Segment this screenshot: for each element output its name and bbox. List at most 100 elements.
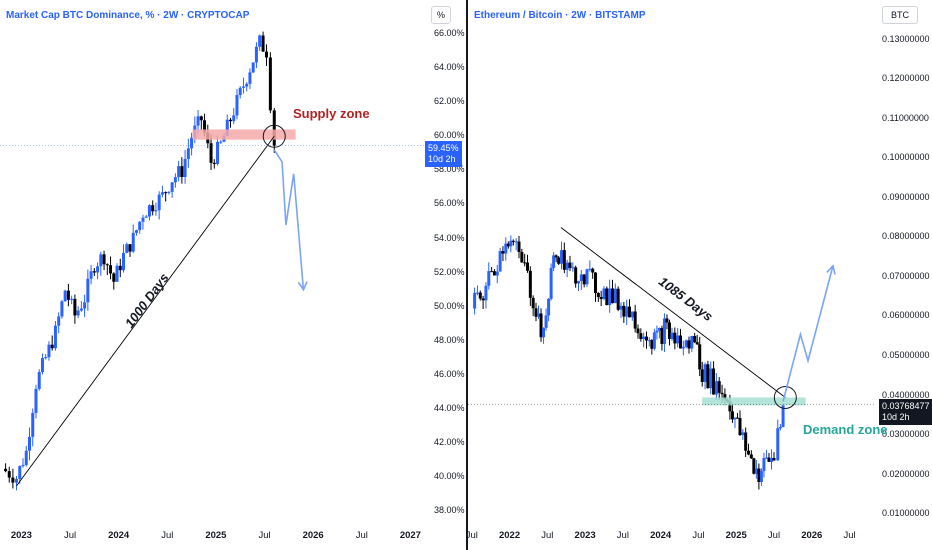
candle-body bbox=[605, 288, 609, 306]
candle-body bbox=[501, 251, 505, 254]
candle-body bbox=[613, 288, 617, 304]
candle-body bbox=[144, 216, 148, 218]
candles bbox=[473, 235, 785, 490]
y-tick-label: 40.00% bbox=[434, 471, 465, 482]
candle-body bbox=[478, 292, 482, 299]
candle-body bbox=[523, 262, 527, 264]
candle-body bbox=[504, 243, 508, 254]
candle-body bbox=[528, 270, 532, 298]
eth-btc-chart[interactable]: 1085 Days bbox=[468, 0, 932, 550]
candles bbox=[4, 31, 276, 491]
candle-body bbox=[670, 332, 674, 339]
candle-body bbox=[650, 340, 654, 349]
candle-body bbox=[118, 265, 122, 271]
candle-body bbox=[216, 141, 220, 164]
candle-body bbox=[547, 298, 551, 316]
y-tick-label: 58.00% bbox=[434, 164, 465, 175]
candle-body bbox=[772, 457, 776, 461]
candle-body bbox=[542, 327, 546, 338]
y-tick-label: 62.00% bbox=[434, 96, 465, 107]
candle-body bbox=[657, 327, 661, 331]
candle-body bbox=[261, 35, 265, 52]
candle-body bbox=[186, 148, 190, 160]
candle-body bbox=[128, 244, 132, 252]
right-price-tag: 0.03768477 10d 2h bbox=[879, 399, 932, 425]
candle-body bbox=[709, 368, 713, 389]
candle-body bbox=[625, 306, 629, 317]
y-tick-label: 52.00% bbox=[434, 266, 465, 277]
candle-body bbox=[484, 285, 488, 301]
btc-dominance-chart[interactable]: 1000 Days bbox=[0, 0, 466, 550]
right-unit-label[interactable]: BTC bbox=[882, 6, 918, 24]
candle-body bbox=[655, 330, 659, 333]
candle-body bbox=[7, 471, 11, 478]
candle-body bbox=[681, 346, 685, 349]
y-tick-label: 0.06000000 bbox=[882, 310, 930, 321]
candle-body bbox=[199, 116, 203, 121]
candle-body bbox=[37, 372, 41, 389]
candle-body bbox=[706, 364, 710, 389]
candle-body bbox=[79, 308, 83, 311]
panel-divider[interactable] bbox=[466, 0, 468, 550]
y-tick-label: 56.00% bbox=[434, 198, 465, 209]
candle-body bbox=[99, 254, 103, 267]
candle-body bbox=[628, 306, 631, 318]
candle-body bbox=[164, 192, 168, 194]
x-tick-label: Jul bbox=[616, 530, 629, 541]
candle-body bbox=[693, 335, 697, 343]
left-price-tag: 59.45% 10d 2h bbox=[425, 141, 462, 167]
y-tick-label: 0.13000000 bbox=[882, 33, 930, 44]
candle-body bbox=[264, 51, 268, 58]
candle-body bbox=[520, 251, 524, 263]
candle-body bbox=[608, 288, 612, 306]
touch-circle bbox=[773, 385, 797, 409]
candle-body bbox=[50, 344, 54, 349]
candle-body bbox=[475, 292, 479, 294]
candle-body bbox=[76, 310, 80, 316]
candle-body bbox=[66, 290, 70, 300]
left-price-time: 10d 2h bbox=[428, 154, 456, 164]
candle-body bbox=[735, 417, 739, 419]
candle-body bbox=[776, 428, 780, 461]
candle-body bbox=[245, 83, 249, 87]
candle-body bbox=[238, 87, 242, 96]
projection-path bbox=[782, 265, 834, 402]
y-tick-label: 0.05000000 bbox=[882, 349, 930, 360]
y-tick-label: 46.00% bbox=[434, 369, 465, 380]
candle-body bbox=[526, 262, 529, 271]
candle-body bbox=[594, 272, 597, 294]
candle-body bbox=[241, 86, 245, 88]
candle-body bbox=[53, 325, 57, 349]
y-tick-label: 60.00% bbox=[434, 130, 465, 141]
supply-zone-label: Supply zone bbox=[293, 106, 370, 121]
candle-body bbox=[749, 454, 753, 459]
candle-body bbox=[630, 311, 634, 318]
demand-zone bbox=[702, 397, 806, 406]
candle-body bbox=[40, 358, 44, 373]
candle-body bbox=[534, 308, 538, 317]
candle-body bbox=[83, 302, 87, 309]
candle-body bbox=[21, 464, 25, 467]
right-chart-title: Ethereum / Bitcoin · 2W · BITSTAMP bbox=[474, 10, 646, 21]
x-tick-label: 2025 bbox=[725, 530, 747, 541]
eth-btc-panel[interactable]: 1085 Days Ethereum / Bitcoin · 2W · BITS… bbox=[468, 0, 932, 550]
candle-body bbox=[582, 274, 586, 285]
candle-body bbox=[147, 205, 151, 217]
candle-body bbox=[134, 230, 138, 233]
candle-body bbox=[160, 192, 164, 195]
left-unit-label[interactable]: % bbox=[431, 6, 452, 24]
candle-body bbox=[170, 182, 174, 192]
x-tick-label: 2027 bbox=[399, 530, 421, 541]
candle-body bbox=[180, 166, 184, 177]
candle-body bbox=[487, 271, 491, 286]
candle-body bbox=[662, 318, 666, 344]
btc-dominance-panel[interactable]: 1000 Days Market Cap BTC Dominance, % · … bbox=[0, 0, 466, 550]
candle-body bbox=[212, 162, 216, 164]
projection-path bbox=[273, 149, 305, 290]
candle-body bbox=[232, 115, 236, 122]
candle-body bbox=[579, 274, 583, 282]
candle-body bbox=[588, 268, 592, 270]
x-tick-label: 2026 bbox=[801, 530, 823, 541]
candle-body bbox=[676, 335, 680, 344]
candle-body bbox=[684, 340, 688, 347]
